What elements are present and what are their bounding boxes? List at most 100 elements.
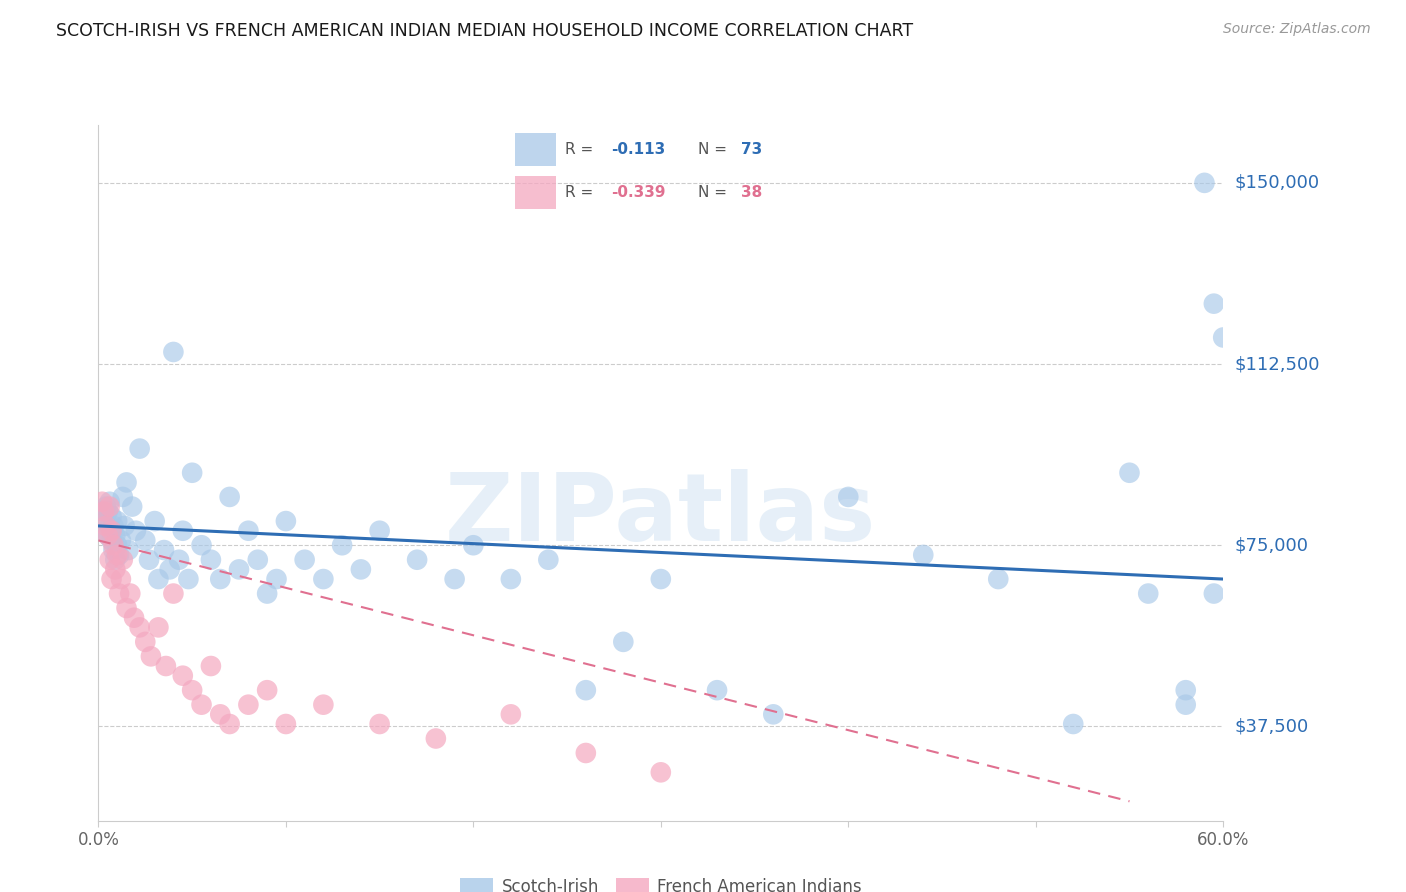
- Text: R =: R =: [565, 186, 598, 201]
- Point: [105, 548, 128, 562]
- Point: [274, 514, 297, 528]
- Point: [128, 442, 150, 456]
- Point: [91, 504, 114, 518]
- Point: [110, 533, 132, 548]
- Point: [650, 572, 672, 586]
- Point: [1212, 330, 1234, 344]
- Point: [117, 543, 139, 558]
- Text: Source: ZipAtlas.com: Source: ZipAtlas.com: [1223, 22, 1371, 37]
- Point: [100, 572, 122, 586]
- Point: [368, 717, 391, 731]
- Point: [238, 524, 260, 538]
- Point: [209, 707, 232, 722]
- Point: [111, 552, 134, 567]
- Point: [1174, 683, 1197, 698]
- Point: [153, 543, 176, 558]
- Point: [94, 524, 117, 538]
- Point: [134, 533, 156, 548]
- Point: [138, 552, 160, 567]
- Text: 73: 73: [741, 142, 762, 157]
- Point: [537, 552, 560, 567]
- Point: [128, 620, 150, 634]
- Point: [209, 572, 232, 586]
- Point: [1137, 586, 1160, 600]
- Point: [108, 586, 131, 600]
- Point: [350, 562, 373, 576]
- Point: [104, 552, 127, 567]
- Text: $75,000: $75,000: [1234, 536, 1309, 554]
- Point: [172, 524, 194, 538]
- Text: R =: R =: [565, 142, 598, 157]
- Point: [912, 548, 935, 562]
- Point: [104, 562, 127, 576]
- Point: [110, 572, 132, 586]
- Point: [1118, 466, 1140, 480]
- Point: [228, 562, 250, 576]
- Point: [294, 552, 316, 567]
- Text: SCOTCH-IRISH VS FRENCH AMERICAN INDIAN MEDIAN HOUSEHOLD INCOME CORRELATION CHART: SCOTCH-IRISH VS FRENCH AMERICAN INDIAN M…: [56, 22, 914, 40]
- Point: [1062, 717, 1084, 731]
- Point: [94, 519, 117, 533]
- Point: [499, 707, 522, 722]
- Point: [499, 572, 522, 586]
- Point: [155, 659, 177, 673]
- Point: [256, 683, 278, 698]
- Point: [575, 746, 598, 760]
- Point: [1202, 586, 1225, 600]
- Point: [266, 572, 288, 586]
- Point: [134, 635, 156, 649]
- Point: [190, 698, 212, 712]
- Point: [108, 548, 131, 562]
- Point: [148, 572, 170, 586]
- Point: [100, 533, 122, 548]
- Point: [1174, 698, 1197, 712]
- Point: [987, 572, 1010, 586]
- Point: [162, 345, 184, 359]
- Point: [181, 466, 204, 480]
- Point: [837, 490, 859, 504]
- Point: [97, 528, 120, 542]
- Point: [143, 514, 166, 528]
- Point: [122, 611, 145, 625]
- Point: [575, 683, 598, 698]
- Point: [330, 538, 353, 552]
- Point: [246, 552, 269, 567]
- Point: [98, 552, 121, 567]
- Point: [98, 519, 121, 533]
- Point: [98, 494, 121, 508]
- Point: [97, 504, 120, 518]
- Point: [200, 659, 222, 673]
- Point: [177, 572, 200, 586]
- Bar: [516, 133, 555, 166]
- Point: [159, 562, 181, 576]
- Point: [1194, 176, 1216, 190]
- Point: [104, 528, 127, 542]
- Point: [100, 509, 122, 524]
- Text: ZIPatlas: ZIPatlas: [446, 468, 876, 560]
- Point: [111, 490, 134, 504]
- Point: [94, 500, 117, 514]
- Point: [762, 707, 785, 722]
- Point: [93, 504, 115, 518]
- Legend: Scotch-Irish, French American Indians: Scotch-Irish, French American Indians: [453, 871, 869, 892]
- Point: [103, 519, 125, 533]
- Point: [218, 490, 240, 504]
- Point: [105, 538, 128, 552]
- Point: [139, 649, 162, 664]
- Point: [200, 552, 222, 567]
- Point: [406, 552, 429, 567]
- Point: [103, 538, 125, 552]
- Text: N =: N =: [697, 186, 731, 201]
- Point: [190, 538, 212, 552]
- Point: [256, 586, 278, 600]
- Point: [612, 635, 634, 649]
- Point: [91, 494, 114, 508]
- Text: N =: N =: [697, 142, 731, 157]
- Point: [105, 514, 128, 528]
- Point: [312, 572, 335, 586]
- Point: [181, 683, 204, 698]
- Point: [115, 601, 138, 615]
- Point: [148, 620, 170, 634]
- Text: $112,500: $112,500: [1234, 355, 1320, 373]
- Point: [115, 475, 138, 490]
